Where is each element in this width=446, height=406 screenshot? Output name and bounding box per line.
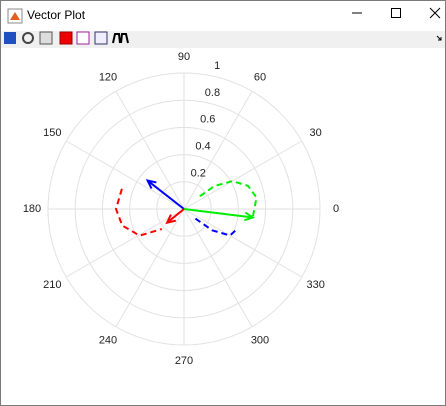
- spoke: [183, 208, 253, 328]
- chart: 0 30 60 90 120 150 180 210 240 270 300 330 0.2 0.4 0.6…: [23, 51, 339, 367]
- theta-tick-label: 30: [310, 127, 322, 139]
- save-button[interactable]: [4, 32, 16, 44]
- spoke: [183, 90, 253, 210]
- spoke: [115, 208, 185, 328]
- maximize[interactable]: [391, 8, 401, 18]
- dock-button[interactable]: [436, 35, 442, 41]
- toolbar-icons: [4, 31, 442, 45]
- theta-tick-label: 0: [333, 203, 339, 215]
- trail: [199, 180, 258, 217]
- grid-circle: [74, 99, 294, 319]
- spoke: [65, 140, 185, 210]
- settings-button[interactable]: [22, 32, 34, 44]
- edit-button[interactable]: [76, 31, 90, 45]
- grid-circle: [101, 126, 267, 292]
- app-icon: [7, 8, 23, 24]
- grid-circle: [47, 72, 321, 346]
- spoke: [115, 90, 185, 210]
- trail: [114, 188, 163, 237]
- arrow-head: [244, 211, 256, 222]
- r-tick-label: 0.4: [195, 140, 210, 152]
- theta-tick-label: 240: [99, 335, 117, 347]
- arrow-head: [165, 214, 177, 225]
- theta-tick-label: 90: [178, 51, 190, 63]
- toolbar: [1, 31, 445, 48]
- arrow-shaft: [166, 208, 185, 224]
- spoke: [183, 140, 303, 210]
- r-tick-label: 0.2: [191, 167, 206, 179]
- grid-circle: [129, 154, 239, 264]
- arrow-shaft: [183, 208, 253, 219]
- theta-tick-label: 180: [23, 203, 41, 215]
- theta-tick-label: 330: [306, 279, 324, 291]
- pause-button[interactable]: [39, 31, 53, 45]
- grid-circle: [156, 181, 212, 237]
- theta-tick-label: 120: [99, 71, 117, 83]
- theta-tick-label: 60: [254, 71, 266, 83]
- arrow-head: [145, 179, 157, 190]
- theta-tick-label: 210: [43, 279, 61, 291]
- r-tick-label: 0.6: [200, 114, 215, 126]
- theta-tick-label: 300: [251, 335, 269, 347]
- spoke: [65, 208, 185, 278]
- props-button[interactable]: [94, 31, 108, 45]
- spoke: [183, 208, 303, 278]
- r-tick-label: 0.8: [205, 87, 220, 99]
- r-tick-label: 1: [214, 60, 220, 72]
- close[interactable]: [429, 7, 441, 19]
- trail: [194, 217, 239, 237]
- stop-button[interactable]: [59, 31, 73, 45]
- arrow-shaft: [146, 179, 185, 210]
- title-bar: Vector Plot: [1, 1, 445, 31]
- theta-tick-label: 270: [175, 355, 193, 367]
- window-title: Vector Plot: [27, 8, 86, 22]
- theta-tick-label: 150: [43, 127, 61, 139]
- find-button[interactable]: [112, 33, 129, 44]
- window-controls: [352, 7, 441, 19]
